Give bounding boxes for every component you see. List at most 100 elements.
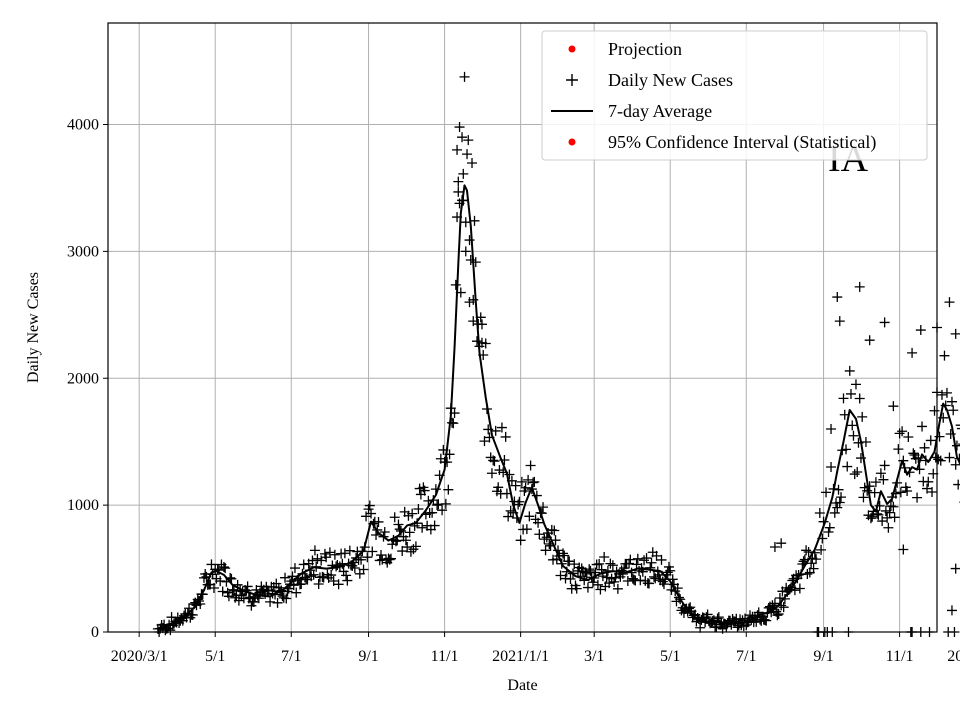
daily-case-marker [658, 579, 669, 590]
daily-case-marker [476, 319, 487, 330]
legend-dot-marker [568, 138, 576, 146]
daily-case-marker [488, 455, 499, 466]
daily-case-marker [912, 492, 923, 503]
daily-case-marker [639, 555, 650, 566]
series-lines [157, 184, 960, 631]
daily-case-marker [407, 508, 418, 519]
daily-case-marker [816, 544, 827, 555]
daily-case-marker [789, 585, 800, 596]
daily-case-marker [854, 393, 865, 404]
daily-case-marker [500, 431, 511, 442]
daily-case-marker [849, 469, 860, 480]
daily-case-marker [307, 555, 318, 566]
daily-case-marker [521, 524, 532, 535]
daily-case-marker [873, 509, 884, 520]
x-tick-label: 9/1 [813, 648, 833, 665]
daily-case-marker [955, 424, 960, 426]
daily-case-marker [665, 565, 676, 576]
daily-case-marker [460, 217, 471, 228]
x-tick-label: 9/1 [358, 648, 378, 665]
daily-case-marker [523, 474, 534, 485]
daily-case-marker [558, 548, 569, 559]
daily-case-marker [291, 587, 302, 598]
daily-case-marker [457, 132, 468, 143]
daily-case-marker [215, 576, 226, 587]
daily-case-marker [450, 279, 461, 290]
daily-case-marker [374, 555, 385, 566]
daily-case-marker [584, 564, 595, 575]
daily-case-marker [559, 550, 570, 561]
daily-case-marker [950, 563, 960, 574]
daily-case-marker [844, 365, 855, 376]
daily-case-marker [625, 554, 636, 565]
daily-case-marker [870, 477, 881, 488]
daily-case-marker [217, 586, 228, 597]
legend: Projection Daily New Cases 7-day Average 95… [541, 30, 928, 161]
daily-case-marker [289, 563, 300, 574]
daily-case-marker [385, 553, 396, 564]
daily-case-marker [599, 551, 610, 562]
legend-item: Projection [568, 39, 682, 59]
daily-case-marker [860, 436, 871, 447]
daily-case-marker [888, 401, 899, 412]
y-axis-ticks: 0 1000 2000 3000 4000 [67, 117, 108, 641]
daily-case-marker [582, 582, 593, 593]
daily-case-marker [826, 424, 837, 434]
daily-case-marker [894, 428, 905, 439]
daily-case-marker [187, 610, 198, 621]
daily-case-marker [364, 500, 375, 511]
daily-case-marker [265, 596, 276, 607]
daily-case-marker [358, 564, 369, 575]
daily-case-marker [400, 535, 411, 546]
daily-case-marker [417, 522, 428, 533]
daily-case-marker [413, 504, 424, 515]
daily-case-marker [644, 578, 655, 589]
legend-item: Daily New Cases [566, 70, 733, 90]
daily-case-marker [888, 501, 899, 512]
daily-case-marker [220, 563, 231, 574]
daily-case-marker [533, 517, 544, 528]
y-tick-label: 1000 [67, 497, 99, 514]
daily-case-marker [490, 425, 501, 436]
daily-case-marker [605, 558, 616, 569]
daily-case-marker [944, 452, 955, 463]
daily-case-marker [878, 474, 889, 485]
daily-case-marker [915, 325, 926, 336]
daily-case-marker [898, 544, 909, 555]
y-axis-title: Daily New Cases [25, 272, 42, 383]
daily-case-marker [525, 460, 536, 471]
daily-case-marker [773, 609, 784, 620]
daily-case-marker [879, 460, 890, 471]
daily-case-marker [950, 459, 960, 470]
y-tick-label: 4000 [67, 117, 99, 134]
daily-case-marker [329, 549, 340, 560]
x-tick-label: 7/1 [281, 648, 301, 665]
legend-label: Daily New Cases [608, 70, 733, 90]
daily-case-marker [464, 297, 475, 308]
daily-case-marker [834, 316, 845, 327]
daily-case-marker [808, 563, 819, 574]
daily-case-marker [919, 442, 930, 453]
daily-case-marker [493, 482, 504, 493]
daily-case-marker [429, 520, 440, 531]
daily-case-marker [908, 448, 919, 459]
daily-case-marker [845, 388, 856, 399]
daily-case-marker [233, 595, 244, 606]
daily-case-marker [939, 350, 950, 361]
daily-case-marker [427, 507, 438, 518]
daily-case-marker [641, 553, 652, 564]
daily-case-marker [950, 328, 960, 339]
daily-case-marker [309, 545, 320, 556]
daily-case-marker [271, 578, 282, 589]
daily-case-marker [949, 627, 960, 637]
daily-case-marker [651, 550, 662, 561]
daily-case-marker [437, 505, 448, 516]
legend-dot-marker [568, 45, 576, 53]
daily-case-marker [306, 571, 317, 582]
daily-case-marker [453, 186, 464, 197]
legend-label: 7-day Average [608, 101, 712, 121]
daily-case-marker [951, 440, 960, 451]
daily-case-marker [903, 431, 914, 442]
daily-case-marker [879, 317, 890, 328]
